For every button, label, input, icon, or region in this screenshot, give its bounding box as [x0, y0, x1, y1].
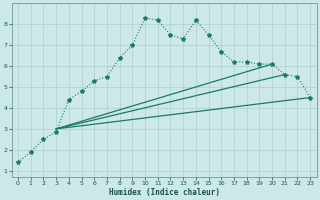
X-axis label: Humidex (Indice chaleur): Humidex (Indice chaleur)	[108, 188, 220, 197]
